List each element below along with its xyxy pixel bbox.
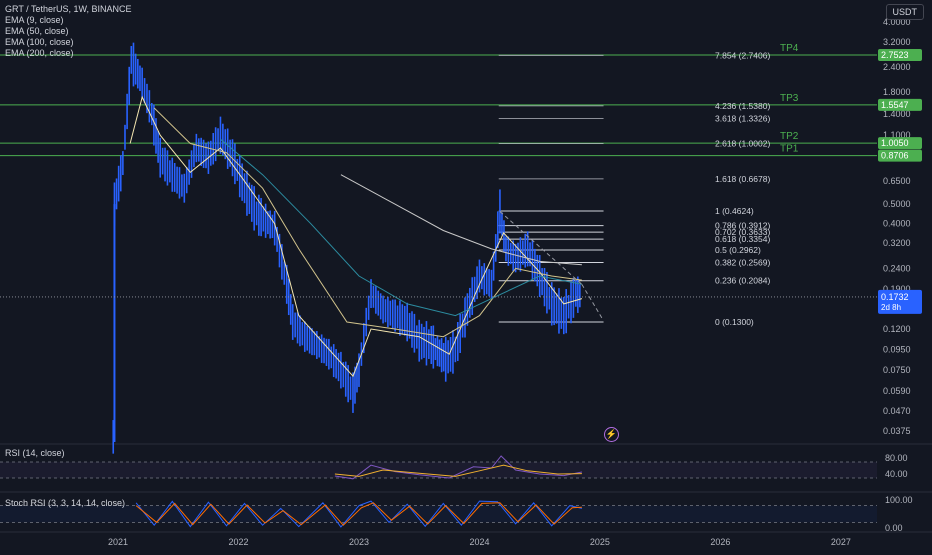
- lightning-icon[interactable]: ⚡: [604, 427, 619, 442]
- rsi-band: [0, 462, 877, 478]
- fib-label: 0.382 (0.2569): [715, 257, 770, 267]
- rsi-ma-line: [334, 464, 582, 477]
- rsi-legend[interactable]: RSI (14, close): [5, 448, 65, 459]
- y-tick-label: 0.1900: [883, 284, 911, 294]
- y-tick-label: 0.0950: [883, 344, 911, 354]
- y-tick-label: 0.5000: [883, 199, 911, 209]
- fib-label: 0.702 (0.3633): [715, 227, 770, 237]
- y-tick-label: 0.6500: [883, 176, 911, 186]
- y-tick-label: 2.4000: [883, 62, 911, 72]
- ema-200-legend[interactable]: EMA (200, close): [5, 48, 74, 58]
- fib-label: 0.786 (0.3912): [715, 221, 770, 231]
- tp-price-label: 2.7523: [881, 50, 909, 60]
- stoch-rsi-label: Stoch RSI (3, 3, 14, 14, close): [5, 498, 126, 508]
- y-tick-label: 3.2000: [883, 37, 911, 47]
- y-tick-label: 0.1200: [883, 324, 911, 334]
- tp-price-pill: [878, 98, 922, 111]
- fib-label: 1 (0.4624): [715, 206, 754, 216]
- fib-label: 0.5 (0.2962): [715, 245, 761, 255]
- stoch-k-line: [135, 500, 583, 528]
- fib-label: 1.618 (0.6678): [715, 174, 770, 184]
- ema-9-legend[interactable]: EMA (9, close): [5, 15, 64, 25]
- y-tick-label: 0.0590: [883, 386, 911, 396]
- symbol-title[interactable]: GRT / TetherUS, 1W, BINANCE: [5, 4, 132, 14]
- tp-label: TP3: [780, 93, 799, 104]
- y-tick-label: 0.0750: [883, 365, 911, 375]
- fib-label: 3.618 (1.3326): [715, 113, 770, 123]
- last-price-countdown: 2d 8h: [881, 303, 901, 312]
- tp-price-label: 1.5547: [881, 100, 909, 110]
- rsi-line: [334, 455, 582, 480]
- ema-line: [129, 95, 583, 378]
- tp-price-label: 0.8706: [881, 151, 909, 161]
- fib-label: 4.236 (1.5380): [715, 101, 770, 111]
- ema-100-legend[interactable]: EMA (100, close): [5, 37, 74, 47]
- rsi-label: RSI (14, close): [5, 448, 65, 458]
- rsi-tick-label: 80.00: [885, 453, 908, 463]
- stoch-tick-label: 100.00: [885, 495, 913, 505]
- x-tick-label: 2023: [349, 537, 369, 547]
- rsi-tick-label: 40.00: [885, 469, 908, 479]
- y-tick-label: 0.4000: [883, 219, 911, 229]
- tp-price-pill: [878, 48, 922, 61]
- x-tick-label: 2024: [469, 537, 489, 547]
- fib-label: 2.618 (1.0002): [715, 139, 770, 149]
- fib-label: 7.854 (2.7406): [715, 50, 770, 60]
- fib-label: 0.236 (0.2084): [715, 276, 770, 286]
- tp-label: TP4: [780, 43, 799, 54]
- last-price-pill: [878, 289, 922, 314]
- y-tick-label: 0.3200: [883, 238, 911, 248]
- price-axis-bg: [877, 0, 932, 550]
- y-tick-label: 4.0000: [883, 17, 911, 27]
- y-tick-label: 0.0375: [883, 426, 911, 436]
- x-tick-label: 2026: [710, 537, 730, 547]
- tp-label: TP2: [780, 131, 799, 142]
- last-price-value: 0.1732: [881, 292, 909, 302]
- y-tick-label: 0.0470: [883, 406, 911, 416]
- x-tick-label: 2021: [108, 537, 128, 547]
- y-tick-label: 1.1000: [883, 130, 911, 140]
- trend-line-extension: [581, 284, 603, 319]
- quote-currency-button[interactable]: USDT: [885, 4, 924, 20]
- trend-line: [499, 211, 583, 285]
- y-tick-label: 1.4000: [883, 109, 911, 119]
- y-tick-label: 0.2400: [883, 263, 911, 273]
- tp-price-pill: [878, 149, 922, 162]
- stoch-tick-label: 0.00: [885, 523, 903, 533]
- tp-price-label: 1.0050: [881, 138, 909, 148]
- stoch-band: [0, 505, 877, 523]
- x-tick-label: 2027: [831, 537, 851, 547]
- y-tick-label: 1.8000: [883, 87, 911, 97]
- fib-label: 0.618 (0.3354): [715, 234, 770, 244]
- ema-line: [220, 138, 582, 317]
- ema-line: [340, 174, 582, 266]
- ema-line: [153, 107, 582, 338]
- stoch-rsi-legend[interactable]: Stoch RSI (3, 3, 14, 14, close): [5, 498, 125, 509]
- stoch-d-line: [135, 502, 582, 526]
- tp-price-pill: [878, 137, 922, 150]
- fib-label: 0 (0.1300): [715, 317, 754, 327]
- x-tick-label: 2022: [229, 537, 249, 547]
- x-tick-label: 2025: [590, 537, 610, 547]
- chart-legend: GRT / TetherUS, 1W, BINANCE EMA (9, clos…: [5, 4, 132, 59]
- tp-label: TP1: [780, 144, 799, 155]
- ema-50-legend[interactable]: EMA (50, close): [5, 26, 69, 36]
